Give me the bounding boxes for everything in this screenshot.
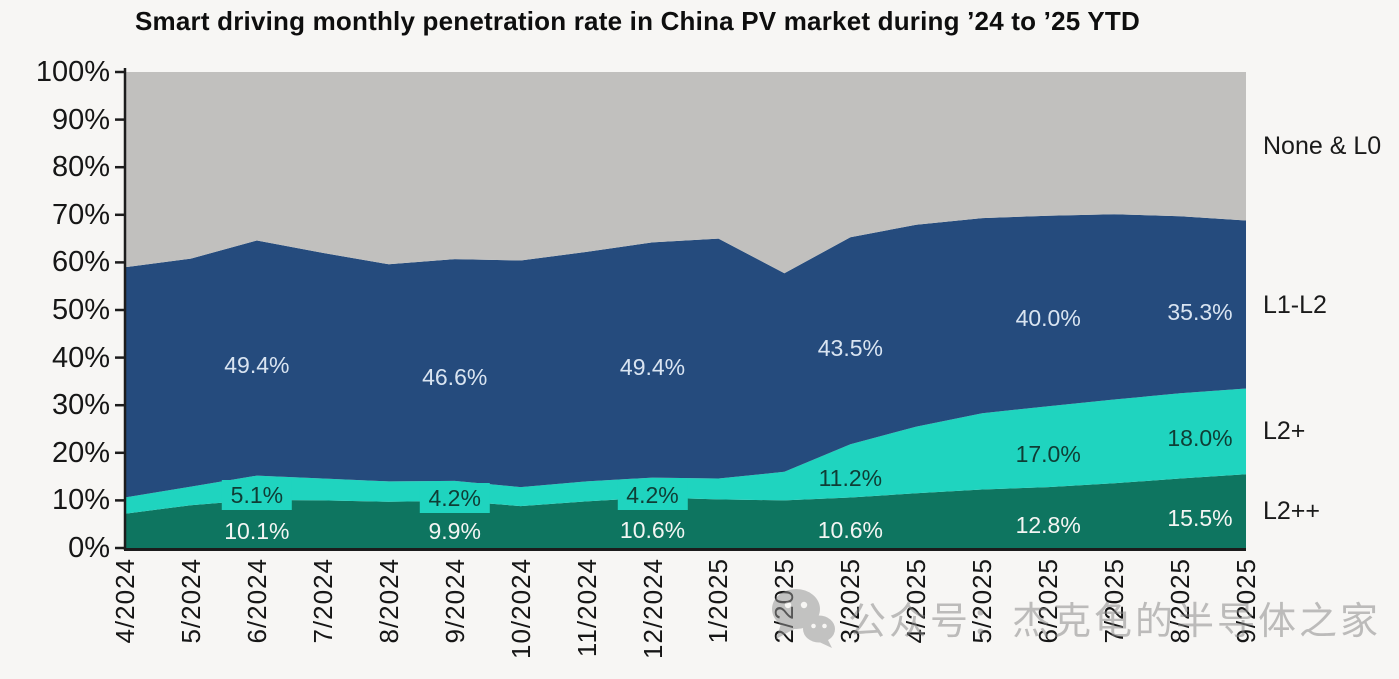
- data-label-l1-l2: 49.4%: [619, 353, 686, 380]
- x-tick-label: 8/2025: [1165, 558, 1196, 644]
- y-tick-label: 100%: [35, 56, 110, 88]
- y-tick-label: 40%: [51, 341, 110, 374]
- x-tick-label: 6/2025: [1033, 558, 1064, 644]
- x-tick-label: 12/2024: [637, 558, 668, 659]
- x-tick-label: 4/2025: [901, 558, 932, 644]
- x-tick-label: 1/2025: [703, 558, 734, 644]
- area-l2++: [125, 474, 1246, 548]
- data-label-l1-l2: 46.6%: [422, 363, 488, 390]
- x-tick-label: 8/2024: [373, 558, 404, 644]
- data-label-l2++: 12.8%: [1015, 511, 1081, 538]
- data-label-l1-l2: 40.0%: [1015, 304, 1081, 331]
- legend-label-l2++: L2++: [1263, 497, 1321, 526]
- data-label-l2++: 10.6%: [619, 516, 686, 543]
- data-label-l2+: 4.2%: [419, 482, 490, 513]
- chart-title: Smart driving monthly penetration rate i…: [135, 6, 1140, 36]
- data-label-l2++: 10.1%: [224, 517, 290, 544]
- x-tick-label: 4/2024: [110, 558, 140, 644]
- x-tick-label: 2/2025: [769, 558, 800, 644]
- x-tick-label: 9/2024: [439, 558, 470, 644]
- y-tick-label: 50%: [51, 294, 110, 326]
- legend-label-l2+: L2+: [1263, 417, 1306, 446]
- x-tick-label: 5/2024: [175, 558, 206, 644]
- data-label-l1-l2: 43.5%: [817, 334, 883, 361]
- legend-label-l1-l2: L1-L2: [1263, 290, 1327, 319]
- x-tick-label: 3/2025: [835, 558, 866, 644]
- x-tick-label: 6/2024: [241, 558, 272, 644]
- x-tick-label: 9/2025: [1231, 558, 1261, 644]
- data-label-l2+: 17.0%: [1015, 440, 1081, 467]
- x-tick-label: 11/2024: [571, 558, 602, 658]
- data-label-l2++: 10.6%: [817, 516, 883, 543]
- y-tick-label: 20%: [51, 436, 110, 469]
- data-label-l2+: 11.2%: [818, 464, 883, 491]
- legend-label-none-l0: None & L0: [1263, 132, 1382, 161]
- y-tick-label: 70%: [51, 198, 110, 231]
- data-label-l2+: 18.0%: [1167, 425, 1233, 452]
- y-tick-label: 80%: [51, 151, 110, 184]
- data-label-l2+: 4.2%: [617, 479, 688, 510]
- y-tick-label: 0%: [68, 532, 110, 564]
- data-label-l2++: 15.5%: [1167, 505, 1233, 532]
- x-tick-label: 7/2024: [307, 558, 338, 644]
- data-label-l1-l2: 35.3%: [1167, 298, 1233, 325]
- data-label-l1-l2: 49.4%: [224, 352, 290, 379]
- area-none-l0: [125, 72, 1246, 274]
- x-tick-label: 7/2025: [1099, 558, 1130, 644]
- x-tick-label: 5/2025: [967, 558, 998, 644]
- y-tick-label: 10%: [51, 484, 110, 517]
- y-tick-label: 90%: [51, 103, 110, 136]
- y-tick-label: 30%: [51, 389, 110, 422]
- data-label-l2++: 9.9%: [428, 518, 481, 545]
- data-label-l2+: 5.1%: [221, 479, 293, 510]
- y-tick-label: 60%: [51, 246, 110, 279]
- area-l1-l2: [125, 214, 1246, 498]
- area-l2+: [125, 388, 1246, 514]
- x-tick-label: 10/2024: [505, 558, 536, 659]
